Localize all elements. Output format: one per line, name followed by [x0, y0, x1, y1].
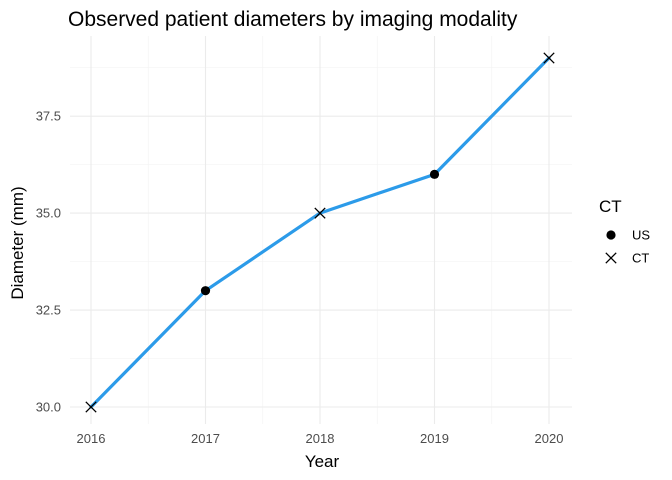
x-tick-label: 2017 — [191, 431, 220, 446]
legend-label-us: US — [632, 228, 650, 243]
y-axis-title: Diameter (mm) — [8, 186, 27, 299]
legend-key-ct — [605, 252, 617, 264]
x-tick-label: 2020 — [535, 431, 564, 446]
x-tick-label: 2016 — [77, 431, 106, 446]
y-tick-label: 35.0 — [36, 206, 61, 221]
y-tick-label: 30.0 — [36, 400, 61, 415]
legend-title: CT — [599, 197, 622, 216]
legend-label-ct: CT — [632, 251, 649, 266]
grid — [70, 36, 572, 424]
legend: CT US CT — [599, 197, 650, 266]
legend-key-us — [606, 230, 616, 240]
x-tick-label: 2019 — [420, 431, 449, 446]
data-markers — [85, 52, 555, 413]
data-point-ct — [543, 52, 555, 64]
y-tick-label: 37.5 — [36, 109, 61, 124]
x-axis-ticks: 2016 2017 2018 2019 2020 — [77, 431, 564, 446]
y-axis-ticks: 30.0 32.5 35.0 37.5 — [36, 109, 61, 415]
y-tick-label: 32.5 — [36, 303, 61, 318]
x-tick-label: 2018 — [306, 431, 335, 446]
legend-entries: US CT — [605, 228, 650, 266]
data-point-ct — [85, 401, 97, 413]
data-point-us — [429, 169, 440, 179]
data-point-ct — [314, 207, 326, 219]
x-axis-title: Year — [305, 452, 340, 471]
chart-title: Observed patient diameters by imaging mo… — [68, 8, 518, 31]
data-point-us — [200, 286, 211, 296]
